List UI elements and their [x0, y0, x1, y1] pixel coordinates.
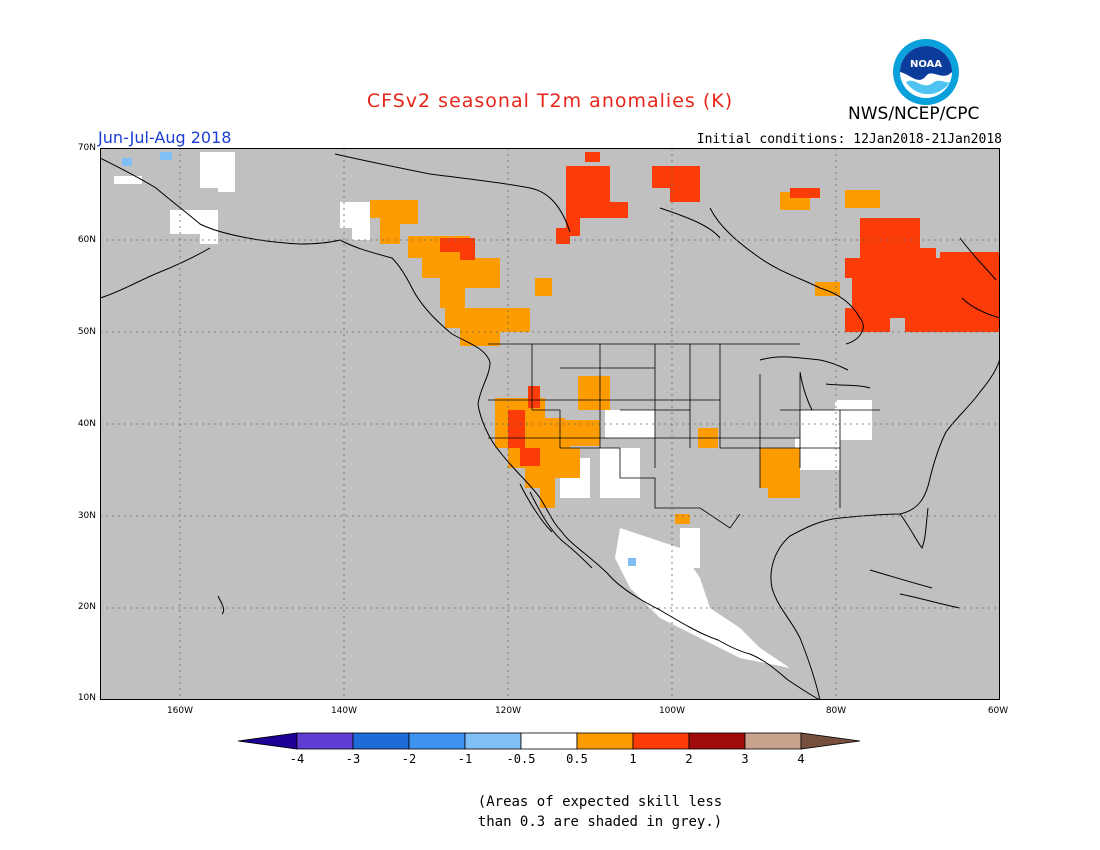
noaa-logo: NOAA — [893, 39, 959, 105]
orange-patch — [555, 420, 600, 468]
colorbar-label: -2 — [401, 752, 417, 766]
white-patch — [680, 528, 700, 568]
red-orange-patch — [585, 152, 600, 162]
blue-patch — [122, 158, 132, 166]
red-orange-patch — [556, 166, 628, 244]
lon-label: 100W — [658, 706, 686, 716]
skill-note: (Areas of expected skill less than 0.3 a… — [400, 792, 800, 832]
colorbar-label: 1 — [629, 752, 637, 766]
orange-patch — [535, 278, 552, 296]
white-patch — [200, 152, 235, 192]
red-orange-patch — [440, 238, 475, 260]
colorbar-segment — [800, 732, 861, 750]
colorbar-segment — [408, 732, 466, 750]
map-frame — [100, 148, 1000, 700]
colorbar-segment — [464, 732, 522, 750]
lon-label: 60W — [987, 706, 1009, 716]
orange-patch — [845, 190, 880, 208]
red-orange-patch — [940, 252, 1000, 288]
orange-patch — [815, 282, 840, 296]
red-orange-patch — [790, 188, 820, 198]
lat-label: 40N — [77, 419, 96, 429]
lat-label: 70N — [77, 143, 96, 153]
orange-patch — [578, 376, 610, 410]
colorbar-segment — [632, 732, 690, 750]
lon-label: 120W — [494, 706, 522, 716]
orange-patch — [370, 200, 418, 244]
colorbar-segment — [520, 732, 578, 750]
lat-label: 60N — [77, 235, 96, 245]
noaa-logo-text: NOAA — [910, 59, 942, 70]
lat-label: 10N — [77, 693, 96, 703]
colorbar-label: 4 — [797, 752, 805, 766]
white-patch — [835, 400, 872, 440]
colorbar-label: -3 — [345, 752, 361, 766]
initial-conditions-label: Initial conditions: 12Jan2018-21Jan2018 — [696, 132, 1002, 147]
agency-label: NWS/NCEP/CPC — [848, 104, 980, 124]
colorbar-segment — [296, 732, 354, 750]
white-patch — [800, 410, 835, 440]
colorbar-label: 2 — [685, 752, 693, 766]
white-patch — [170, 210, 218, 244]
orange-patch — [408, 236, 500, 308]
skill-note-line-2: than 0.3 are shaded in grey.) — [477, 814, 723, 830]
colorbar-label: 3 — [741, 752, 749, 766]
lon-label: 160W — [166, 706, 194, 716]
orange-patch — [445, 308, 530, 346]
white-patch — [795, 438, 840, 470]
colorbar-label: -1 — [457, 752, 473, 766]
red-orange-patch — [528, 386, 540, 408]
blue-patch — [628, 558, 636, 566]
colorbar-label: -0.5 — [506, 752, 536, 766]
lat-label: 50N — [77, 327, 96, 337]
map-title: CFSv2 seasonal T2m anomalies (K) — [366, 90, 734, 112]
graticule — [100, 148, 1000, 700]
colorbar-label: -4 — [289, 752, 305, 766]
colorbar-segment — [352, 732, 410, 750]
colorbar-segment — [576, 732, 634, 750]
orange-patch — [760, 448, 800, 498]
colorbar-label: 0.5 — [566, 752, 588, 766]
colorbar — [238, 732, 861, 750]
colorbar-segment — [238, 732, 298, 750]
lon-label: 140W — [330, 706, 358, 716]
coastlines — [100, 153, 1000, 700]
lat-label: 30N — [77, 511, 96, 521]
white-patch — [114, 176, 142, 184]
white-patch — [340, 202, 370, 240]
orange-patch — [675, 514, 690, 524]
anomaly-map — [100, 148, 1000, 700]
lon-label: 80W — [825, 706, 847, 716]
lat-label: 20N — [77, 602, 96, 612]
blue-patch — [160, 152, 172, 160]
colorbar-segment — [744, 732, 802, 750]
white-patch — [615, 528, 790, 668]
red-orange-patch — [652, 166, 700, 202]
red-orange-patch — [845, 218, 1000, 332]
state-borders — [488, 343, 880, 529]
season-label: Jun-Jul-Aug 2018 — [98, 128, 232, 147]
skill-note-line-1: (Areas of expected skill less — [477, 794, 723, 810]
colorbar-segment — [688, 732, 746, 750]
